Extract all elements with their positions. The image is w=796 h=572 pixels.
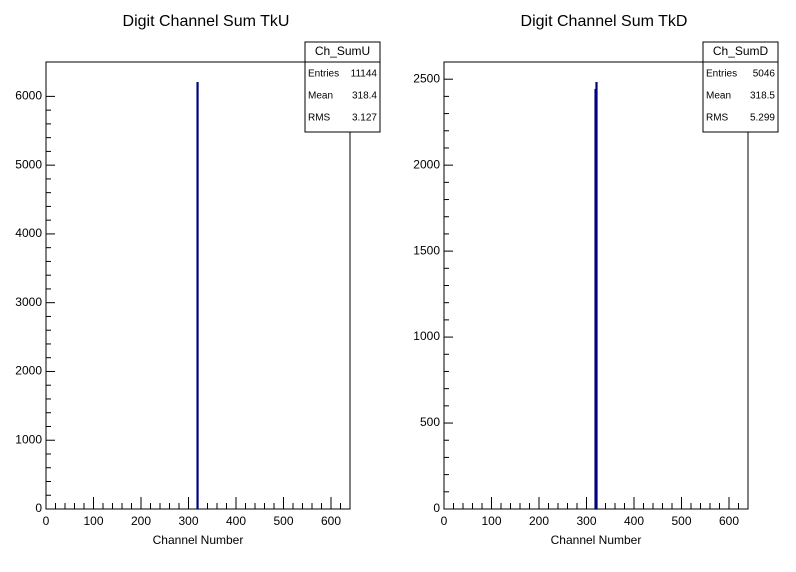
y-tick-label: 5000 bbox=[15, 157, 42, 171]
stats-value: 318.5 bbox=[750, 91, 775, 102]
stats-value: 11144 bbox=[351, 69, 378, 80]
x-tick-label: 100 bbox=[83, 514, 103, 528]
stats-label: RMS bbox=[308, 113, 331, 124]
stats-label: Mean bbox=[706, 91, 731, 102]
x-tick-label: 300 bbox=[576, 514, 596, 528]
bar bbox=[196, 82, 199, 510]
stats-label: Mean bbox=[308, 91, 333, 102]
x-tick-label: 0 bbox=[43, 514, 50, 528]
y-tick-label: 6000 bbox=[15, 89, 42, 103]
y-tick-label: 2000 bbox=[413, 157, 440, 171]
stats-box bbox=[702, 41, 779, 133]
x-tick-label: 500 bbox=[273, 514, 293, 528]
x-tick-label: 400 bbox=[226, 514, 246, 528]
stats-label: Entries bbox=[706, 69, 737, 80]
stats-label: Entries bbox=[308, 69, 339, 80]
stats-value: 5.299 bbox=[750, 113, 775, 124]
y-tick-label: 0 bbox=[35, 501, 42, 515]
stats-label: RMS bbox=[706, 113, 729, 124]
stats-value: 318.4 bbox=[352, 91, 377, 102]
y-tick-label: 1500 bbox=[413, 243, 440, 257]
y-tick-label: 1000 bbox=[15, 432, 42, 446]
x-tick-label: 600 bbox=[321, 514, 341, 528]
stats-title: Ch_SumD bbox=[713, 44, 769, 58]
y-tick-label: 0 bbox=[433, 501, 440, 515]
x-tick-label: 600 bbox=[719, 514, 739, 528]
x-tick-label: 300 bbox=[178, 514, 198, 528]
x-tick-label: 400 bbox=[624, 514, 644, 528]
y-tick-label: 500 bbox=[420, 415, 440, 429]
stats-value: 3.127 bbox=[352, 113, 377, 124]
x-tick-label: 100 bbox=[481, 514, 501, 528]
x-tick-label: 200 bbox=[131, 514, 151, 528]
chart-title: Digit Channel Sum TkD bbox=[521, 13, 688, 30]
x-tick-label: 500 bbox=[671, 514, 691, 528]
stats-box bbox=[304, 41, 381, 133]
y-tick-label: 2500 bbox=[413, 71, 440, 85]
x-tick-label: 0 bbox=[441, 514, 448, 528]
y-tick-label: 2000 bbox=[15, 364, 42, 378]
chart-title: Digit Channel Sum TkU bbox=[123, 13, 290, 30]
bar bbox=[595, 82, 598, 510]
y-tick-label: 4000 bbox=[15, 226, 42, 240]
x-axis-label: Channel Number bbox=[153, 533, 244, 547]
stats-value: 5046 bbox=[753, 69, 776, 80]
stats-title: Ch_SumU bbox=[315, 44, 370, 58]
y-tick-label: 3000 bbox=[15, 295, 42, 309]
y-tick-label: 1000 bbox=[413, 329, 440, 343]
x-tick-label: 200 bbox=[529, 514, 549, 528]
x-axis-label: Channel Number bbox=[551, 533, 642, 547]
